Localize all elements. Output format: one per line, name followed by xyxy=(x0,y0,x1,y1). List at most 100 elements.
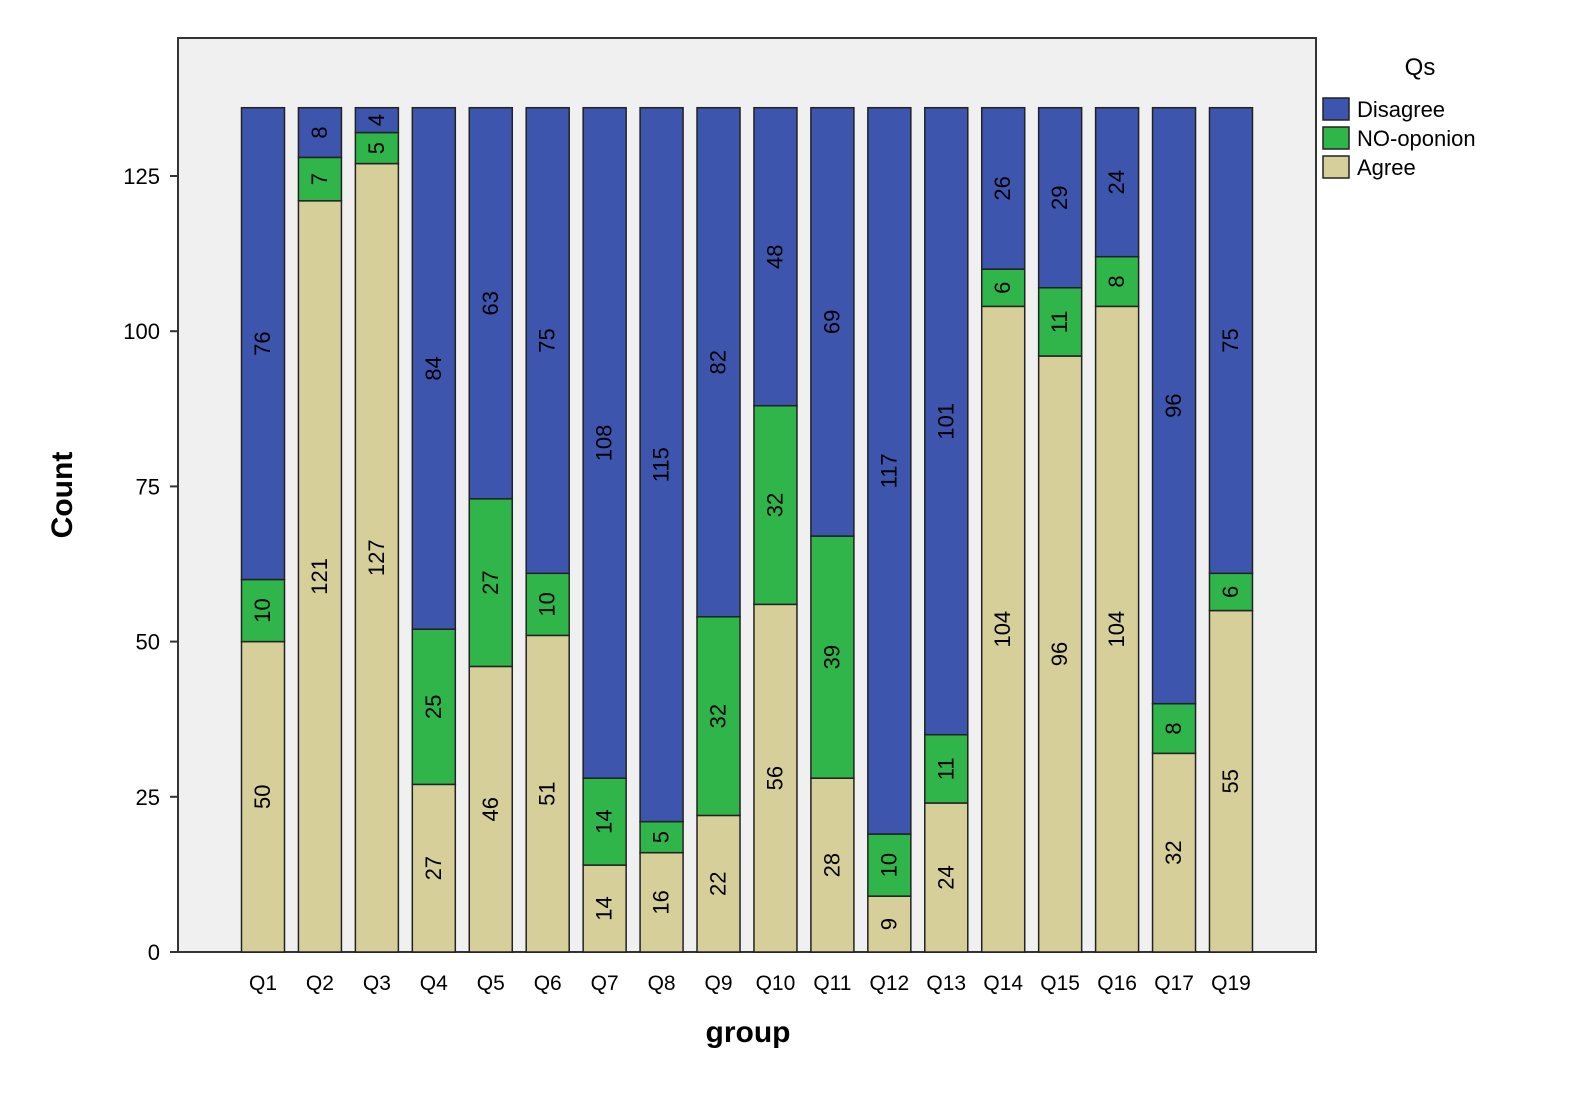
bar-segment-no-oponion-q19 xyxy=(1208,572,1254,612)
data-label: 27 xyxy=(421,856,446,880)
data-label: 96 xyxy=(1161,393,1186,417)
legend-swatch-disagree xyxy=(1322,97,1350,121)
bar-segment-no-oponion-q3 xyxy=(354,131,400,165)
data-label: 48 xyxy=(762,244,787,268)
bar-segment-disagree-q17 xyxy=(1151,106,1197,705)
x-tick-label: Q12 xyxy=(869,972,909,995)
x-tick-label: Q1 xyxy=(249,972,277,995)
legend: Qs Disagree NO-oponion Agree xyxy=(1322,54,1476,180)
y-tick-label: 75 xyxy=(136,474,160,499)
data-label: 55 xyxy=(1218,769,1243,793)
bar-segment-disagree-q7 xyxy=(582,106,627,779)
x-tick-label: Q17 xyxy=(1154,972,1194,995)
data-label: 10 xyxy=(535,592,560,616)
data-label: 6 xyxy=(1218,586,1243,598)
bar-segment-disagree-q16 xyxy=(1094,106,1140,258)
data-label: 121 xyxy=(307,558,332,595)
bar-segment-no-oponion-q12 xyxy=(867,833,912,897)
data-label: 8 xyxy=(307,126,332,138)
x-tick-label: Q13 xyxy=(926,972,966,995)
x-tick-label: Q2 xyxy=(306,972,334,995)
x-tick-label: Q6 xyxy=(534,972,562,995)
data-label: 32 xyxy=(762,493,787,517)
data-label: 84 xyxy=(421,356,446,380)
data-label: 8 xyxy=(1104,275,1129,287)
x-tick-label: Q11 xyxy=(813,972,851,995)
y-tick-label: 25 xyxy=(136,785,160,810)
bar-segment-disagree-q15 xyxy=(1037,106,1083,289)
x-tick-label: Q3 xyxy=(363,972,391,995)
bar-segment-disagree-q5 xyxy=(468,106,514,500)
bar-segment-agree-q6 xyxy=(525,634,570,953)
legend-label: Disagree xyxy=(1357,97,1445,122)
bar-segment-disagree-q2 xyxy=(297,106,343,159)
data-label: 6 xyxy=(990,282,1015,294)
data-label: 76 xyxy=(250,331,275,355)
bar-segment-no-oponion-q2 xyxy=(297,156,343,202)
data-label: 7 xyxy=(307,173,332,185)
bar-segment-agree-q2 xyxy=(297,200,343,953)
data-label: 96 xyxy=(1047,642,1072,666)
data-label: 9 xyxy=(876,918,901,930)
bar-segment-agree-q16 xyxy=(1094,305,1140,953)
bar-segment-no-oponion-q4 xyxy=(411,628,457,786)
data-label: 117 xyxy=(876,453,901,488)
bar-segment-agree-q19 xyxy=(1208,609,1254,953)
bar-segment-agree-q11 xyxy=(810,777,855,953)
data-label: 24 xyxy=(1104,170,1129,194)
data-label: 8 xyxy=(1161,722,1186,734)
data-label: 101 xyxy=(933,403,958,440)
bar-segment-no-oponion-q6 xyxy=(525,572,570,637)
bar-segment-disagree-q14 xyxy=(980,106,1026,270)
x-tick-label: Q19 xyxy=(1211,972,1251,995)
bar-segment-agree-q5 xyxy=(468,665,514,953)
data-label: 82 xyxy=(706,350,731,374)
data-label: 11 xyxy=(933,757,958,780)
bar-segment-agree-q15 xyxy=(1037,355,1083,953)
data-label: 26 xyxy=(990,176,1015,200)
x-tick-label: Q9 xyxy=(705,972,733,995)
data-label: 28 xyxy=(819,853,844,877)
data-label: 63 xyxy=(478,291,503,315)
data-label: 14 xyxy=(592,809,617,833)
x-tick-label: Q7 xyxy=(591,972,619,995)
data-label: 22 xyxy=(706,871,731,895)
data-label: 4 xyxy=(364,114,389,126)
data-label: 108 xyxy=(592,425,617,462)
y-tick-label: 0 xyxy=(148,940,160,965)
data-label: 39 xyxy=(819,645,844,669)
data-label: 69 xyxy=(819,310,844,334)
data-label: 104 xyxy=(1104,611,1129,648)
bar-segment-no-oponion-q15 xyxy=(1037,286,1083,357)
data-label: 32 xyxy=(706,704,731,728)
data-label: 10 xyxy=(250,598,275,622)
data-label: 75 xyxy=(535,328,560,352)
data-label: 5 xyxy=(649,831,674,843)
bar-segment-no-oponion-q16 xyxy=(1094,255,1140,308)
bar-segment-disagree-q1 xyxy=(240,106,286,581)
data-label: 32 xyxy=(1161,840,1186,864)
y-tick-label: 100 xyxy=(123,319,160,344)
data-label: 115 xyxy=(649,447,674,482)
legend-title: Qs xyxy=(1405,54,1436,81)
x-tick-label: Q16 xyxy=(1097,972,1137,995)
y-axis-label: Count xyxy=(46,452,79,539)
x-tick-label: Q10 xyxy=(756,972,796,995)
x-tick-label: Q4 xyxy=(420,972,448,995)
data-label: 104 xyxy=(990,611,1015,648)
legend-swatch-no-oponion xyxy=(1322,126,1350,150)
bar-segment-disagree-q11 xyxy=(810,106,855,537)
bar-segment-agree-q14 xyxy=(980,305,1026,953)
bar-segment-no-oponion-q9 xyxy=(696,616,741,817)
bar-segment-agree-q7 xyxy=(582,864,627,953)
data-label: 25 xyxy=(421,695,446,719)
data-label: 24 xyxy=(933,865,958,889)
data-label: 127 xyxy=(364,539,389,576)
bars: 50 10 76 121 7 8 127 5 4 27 25 84 46 27 63 51 10 75 14 14 10… xyxy=(240,106,1254,953)
y-tick-label: 125 xyxy=(123,164,160,189)
x-tick-label: Q15 xyxy=(1040,972,1080,995)
data-label: 51 xyxy=(535,781,560,805)
bar-segment-no-oponion-q5 xyxy=(468,498,514,668)
x-tick-label: Q5 xyxy=(477,972,505,995)
